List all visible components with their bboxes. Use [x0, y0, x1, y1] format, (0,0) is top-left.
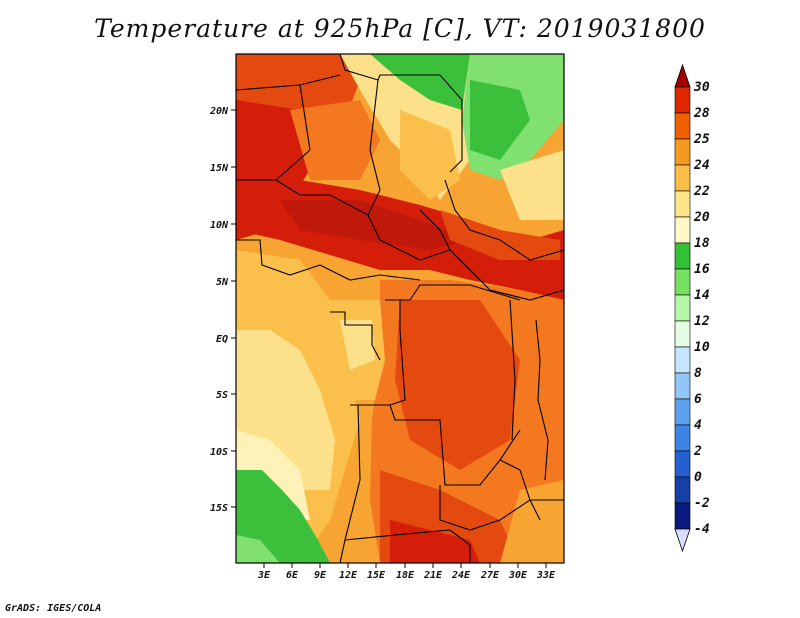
- sw-green-region: [236, 470, 330, 563]
- colorbar-label: -4: [694, 522, 710, 537]
- colorbar-segment: [674, 346, 691, 374]
- ethiopia-yellow: [500, 150, 564, 220]
- sahara-orange: [290, 100, 380, 180]
- colorbar-label: 14: [694, 288, 710, 303]
- colorbar-segment: [674, 320, 691, 348]
- colorbar-label: 12: [694, 314, 710, 329]
- lon-label: 9E: [314, 570, 327, 581]
- east-africa-region: [525, 300, 560, 380]
- lon-label: 6E: [286, 570, 299, 581]
- north-green-region: [370, 54, 470, 110]
- east-green-region: [470, 80, 530, 160]
- lat-label: 15S: [210, 503, 228, 514]
- map-title: Temperature at 925hPa [C], VT: 201903180…: [94, 14, 706, 43]
- colorbar-segment: [674, 164, 691, 192]
- lon-label: 30E: [508, 570, 528, 581]
- colorbar-segment: [674, 294, 691, 322]
- lon-label: 33E: [536, 570, 556, 581]
- lat-label: EQ: [216, 334, 228, 345]
- colorbar-segment: [674, 398, 691, 426]
- lon-label: 3E: [257, 570, 271, 581]
- gabon-pale: [340, 320, 375, 370]
- sahel-deep-red: [280, 200, 470, 250]
- colorbar-label: 30: [693, 80, 710, 95]
- colorbar-segment: [674, 476, 691, 504]
- colorbar-segment: [674, 450, 691, 478]
- colorbar-segment: [674, 372, 691, 400]
- colorbar-label: 6: [694, 392, 702, 407]
- colorbar-label: 18: [694, 236, 710, 251]
- borders: [236, 54, 564, 563]
- colorbar-segment: [674, 242, 691, 270]
- lon-label: 12E: [339, 570, 358, 581]
- congo-orange-red: [395, 300, 520, 470]
- lon-label: 24E: [451, 570, 471, 581]
- colorbar-segment: [674, 190, 691, 218]
- colorbar-segment: [674, 502, 691, 530]
- colorbar-label: 22: [693, 184, 710, 199]
- lat-label: 10N: [210, 220, 229, 231]
- colorbar-label: 10: [694, 340, 710, 355]
- colorbar-label: 8: [694, 366, 702, 381]
- lon-label: 21E: [423, 570, 443, 581]
- colorbar-top-arrow: [674, 63, 691, 88]
- lat-label: 20N: [209, 106, 229, 117]
- colorbar-label: 4: [694, 418, 702, 433]
- map-frame: [235, 53, 565, 564]
- grads-credit: GrADS: IGES/COLA: [5, 603, 102, 614]
- colorbar-segment: [674, 138, 691, 166]
- sw-lightgreen-region: [236, 535, 280, 563]
- colorbar-segment: [674, 268, 691, 296]
- sudan-orange: [440, 210, 560, 260]
- colorbar-label: -2: [694, 496, 710, 511]
- lat-axis: 20N 15N 10N 5N EQ 5S 10S 15S: [209, 106, 236, 514]
- lat-label: 5N: [216, 277, 229, 288]
- se-light-orange: [500, 480, 564, 563]
- lon-label: 27E: [480, 570, 500, 581]
- colorbar-segment: [674, 424, 691, 452]
- ne-paleorange: [400, 110, 460, 200]
- colorbar-label: 28: [693, 106, 710, 121]
- colorbar-label: 2: [693, 444, 702, 459]
- lat-label: 15N: [210, 163, 229, 174]
- lon-axis: 3E 6E 9E 12E 15E 18E 21E 24E 27E 30E 33E: [257, 563, 556, 581]
- lon-label: 15E: [367, 570, 386, 581]
- colorbar-label: 20: [693, 210, 710, 225]
- colorbar-bottom-arrow: [674, 528, 691, 553]
- colorbar-label: 24: [693, 158, 710, 173]
- colorbar-label: 16: [694, 262, 710, 277]
- colorbar-label: 25: [693, 132, 710, 147]
- south-red-region: [390, 520, 480, 563]
- colorbar-segment: [674, 86, 691, 114]
- colorbar-segment: [674, 112, 691, 140]
- lat-label: 10S: [210, 447, 228, 458]
- colorbar-label: 0: [694, 470, 702, 485]
- lon-label: 18E: [396, 570, 415, 581]
- lat-label: 5S: [216, 390, 228, 401]
- colorbar-segment: [674, 216, 691, 244]
